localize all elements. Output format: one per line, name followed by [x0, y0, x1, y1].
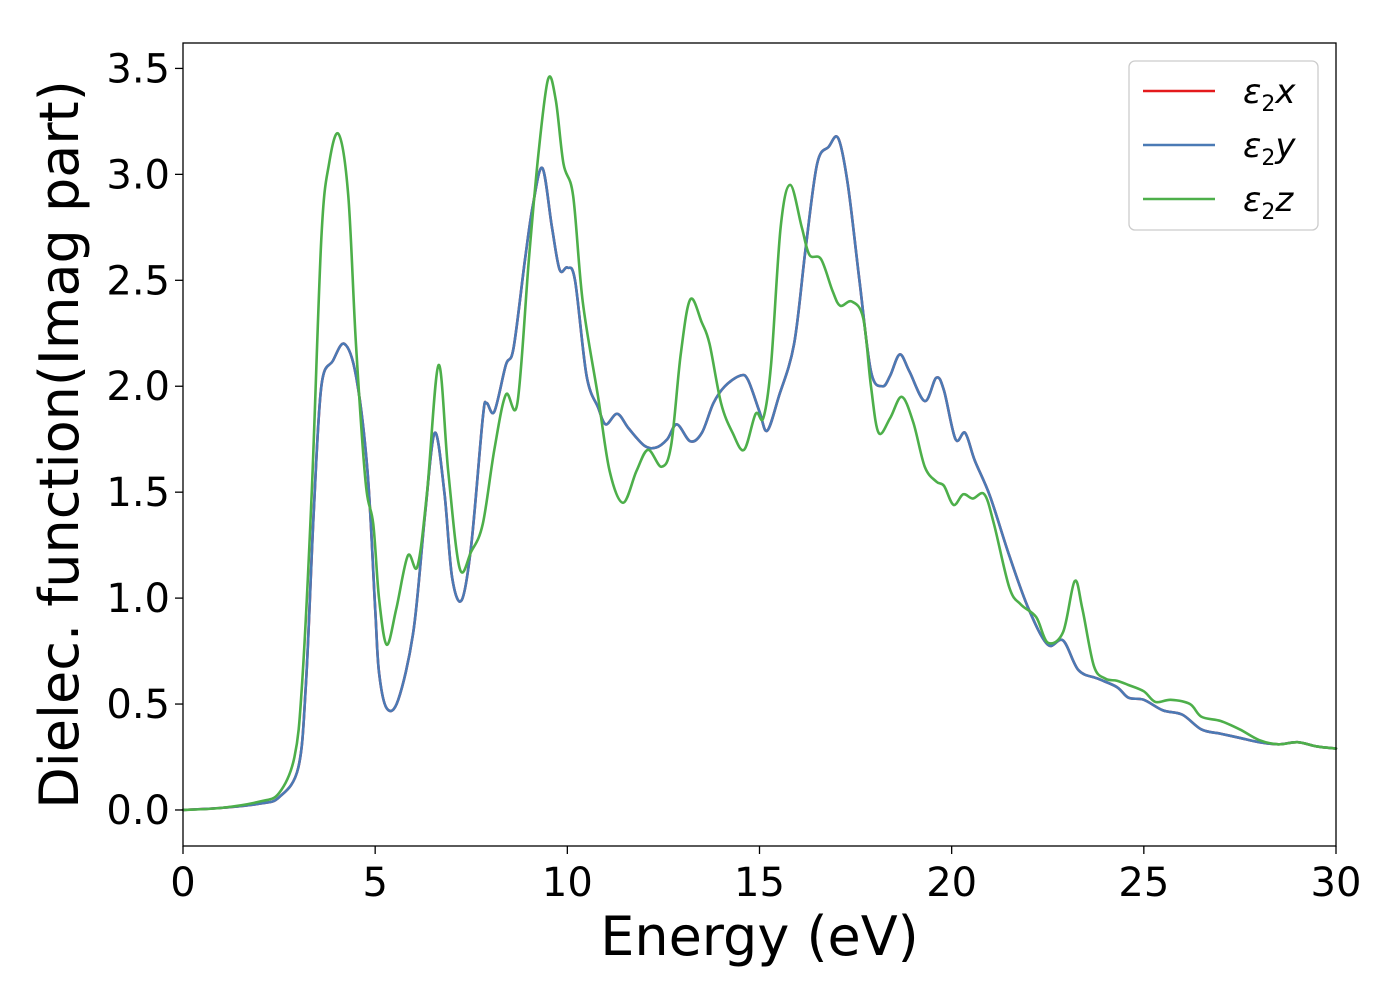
legend-item-x: ε2x [1143, 72, 1296, 117]
y-axis-label: Dielec. function(Imag part) [28, 80, 91, 809]
x-axis-label: Energy (eV) [600, 905, 919, 968]
y-tick-label: 2.5 [106, 258, 170, 304]
legend-box [1128, 60, 1319, 231]
y-tick-label: 2.0 [106, 364, 170, 410]
series-line-x [181, 135, 1338, 812]
y-tick-label: 0.0 [106, 788, 170, 834]
y-tick-label: 0.5 [106, 682, 170, 728]
legend-label: ε2y [1243, 126, 1296, 171]
x-tick-label: 15 [734, 860, 785, 906]
x-tick-label: 10 [542, 860, 593, 906]
legend-label: ε2x [1243, 72, 1296, 117]
x-tick-label: 0 [170, 860, 195, 906]
legend-item-y: ε2y [1143, 126, 1296, 171]
x-axis-ticks: 0 5 10 15 20 25 30 [170, 846, 1361, 906]
x-tick-label: 30 [1311, 860, 1362, 906]
legend-label: ε2z [1243, 180, 1294, 225]
legend-item-z: ε2z [1143, 180, 1294, 225]
y-tick-label: 3.5 [106, 46, 170, 92]
x-tick-label: 5 [362, 860, 387, 906]
y-tick-label: 1.5 [106, 470, 170, 516]
y-tick-label: 3.0 [106, 152, 170, 198]
x-tick-label: 20 [926, 860, 977, 906]
x-tick-label: 25 [1118, 860, 1169, 906]
series-line-y [181, 135, 1338, 812]
y-axis-ticks: 0.0 0.5 1.0 1.5 2.0 2.5 3.0 3.5 [106, 46, 183, 834]
series-layer [181, 75, 1338, 812]
series-line-z [181, 75, 1338, 812]
legend: ε2x ε2y ε2z [1128, 60, 1319, 231]
y-tick-label: 1.0 [106, 576, 170, 622]
